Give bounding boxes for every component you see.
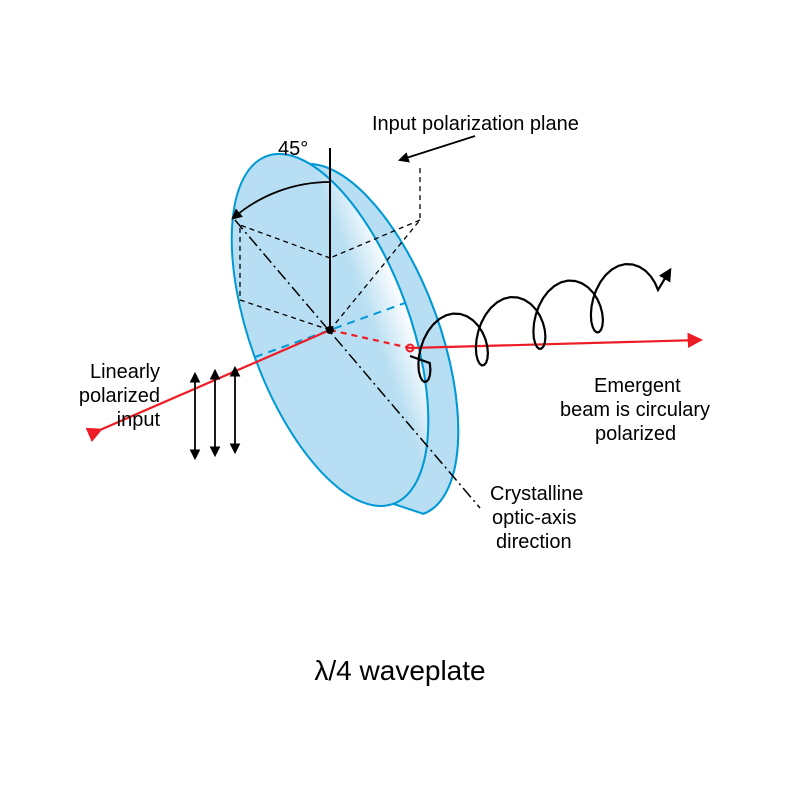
axis1: Crystalline: [490, 483, 583, 505]
emerge1: Emergent: [594, 375, 681, 397]
linear2: polarized: [79, 385, 160, 407]
input_plane: Input polarization plane: [372, 113, 579, 135]
axis2: optic-axis: [492, 507, 576, 529]
angle: 45°: [278, 138, 308, 160]
beam-out: [410, 340, 700, 348]
center-dot-front: [326, 326, 334, 334]
linear3: input: [117, 409, 161, 431]
emerge2: beam is circulary: [560, 399, 710, 421]
axis3: direction: [496, 531, 572, 553]
diagram: 45°Input polarization planeLinearlypolar…: [0, 0, 800, 800]
input-plane-pointer: [400, 136, 475, 160]
linear1: Linearly: [90, 361, 160, 383]
title: λ/4 waveplate: [314, 655, 485, 686]
emerge3: polarized: [595, 423, 676, 445]
